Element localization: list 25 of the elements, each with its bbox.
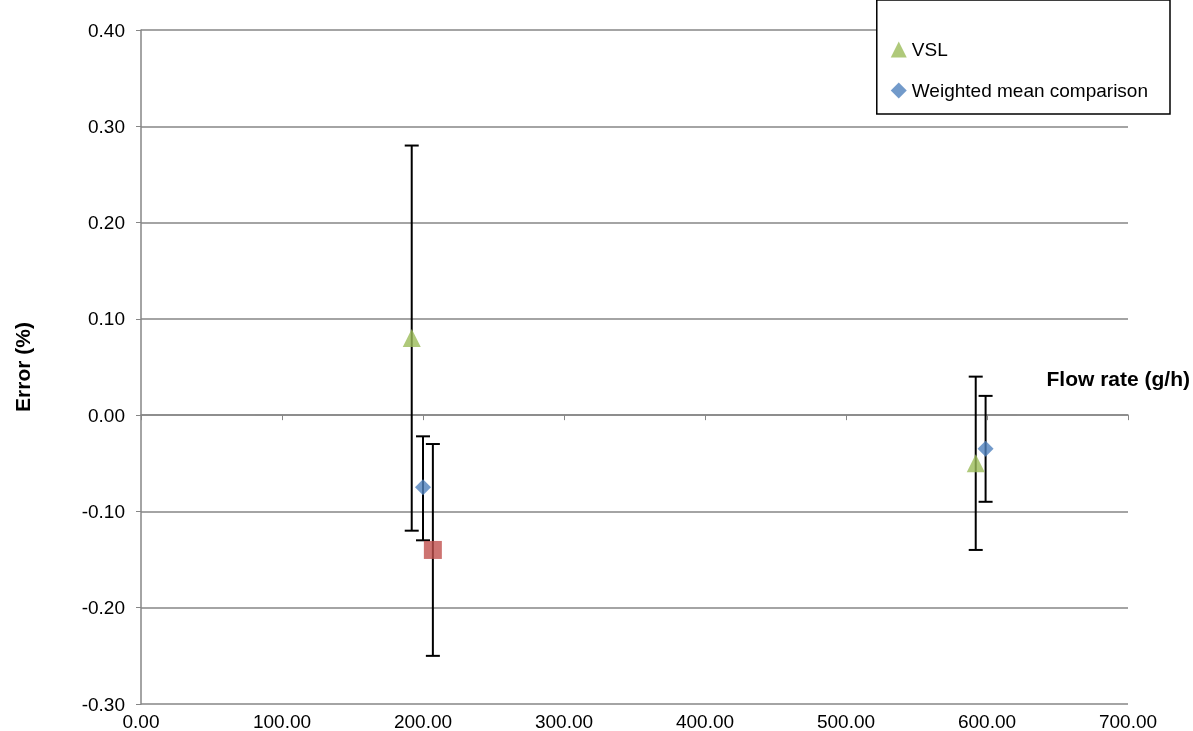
y-tick-label: 0.10 xyxy=(88,308,125,330)
x-tick-label: 0.00 xyxy=(122,711,160,731)
x-tick-label: 700.00 xyxy=(1098,711,1158,731)
legend-label: Weighted mean comparison xyxy=(911,80,1149,101)
y-tick-label: 0.20 xyxy=(88,212,125,234)
y-tick-label: -0.10 xyxy=(81,500,125,522)
x-tick-label: 400.00 xyxy=(675,711,735,731)
x-tick-label: 500.00 xyxy=(816,711,876,731)
point xyxy=(415,479,431,496)
x-tick-label: 300.00 xyxy=(534,711,594,731)
point xyxy=(402,329,421,348)
point xyxy=(977,440,994,457)
y-axis-title: Error (%) xyxy=(11,322,34,412)
y-tick-label: 0.00 xyxy=(88,404,125,426)
y-tick-label: -0.30 xyxy=(81,693,125,715)
y-tick-label: 0.30 xyxy=(88,115,125,137)
legend-label: VSL xyxy=(911,39,948,60)
x-axis-title: Flow rate (g/h) xyxy=(1046,367,1190,391)
point xyxy=(423,540,442,559)
x-tick-label: 200.00 xyxy=(393,711,453,731)
x-tick-label: 600.00 xyxy=(957,711,1017,731)
y-tick-label: 0.40 xyxy=(88,19,125,41)
point xyxy=(966,454,985,473)
x-tick-label: 100.00 xyxy=(252,711,312,731)
y-tick-label: -0.20 xyxy=(81,597,125,619)
